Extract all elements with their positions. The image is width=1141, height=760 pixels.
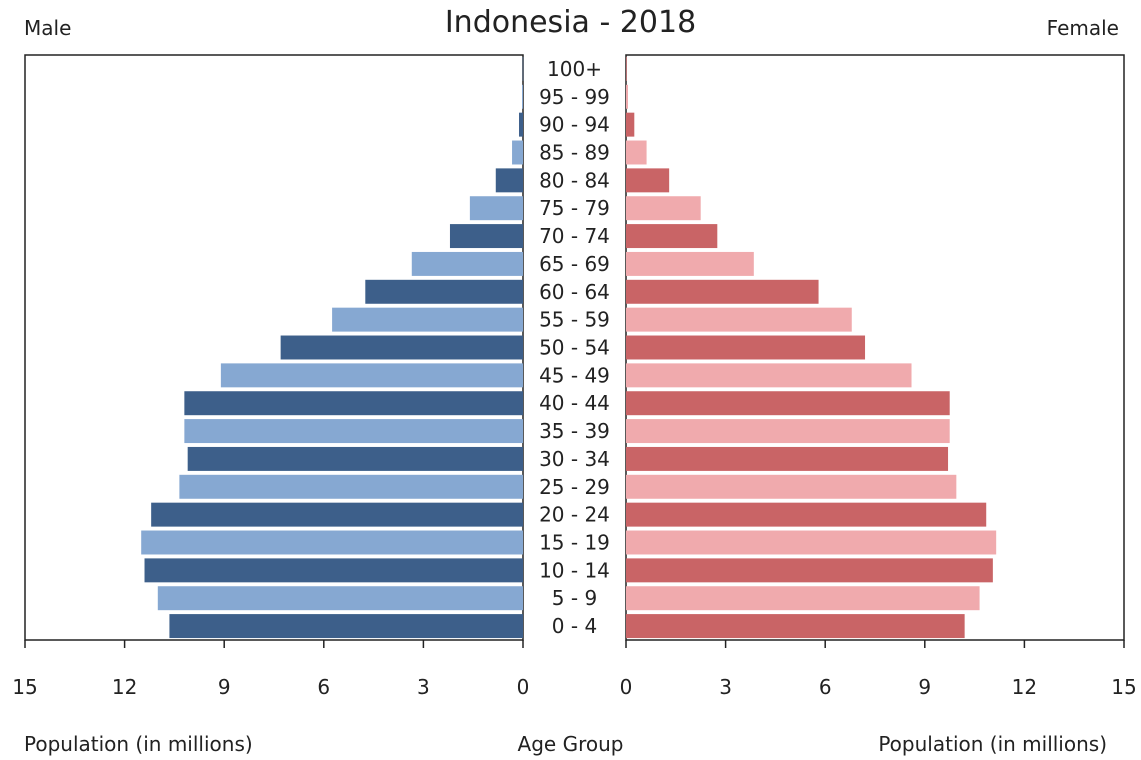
- male-bar: [522, 84, 523, 109]
- male-bar: [411, 251, 523, 276]
- female-bar: [626, 474, 957, 499]
- male-bar: [519, 112, 523, 137]
- female-bars: [626, 56, 997, 639]
- male-bar: [522, 56, 524, 81]
- age-group-label: 80 - 84: [539, 168, 610, 192]
- female-bar: [626, 614, 965, 639]
- female-bar: [626, 251, 754, 276]
- x-tick-label: 0: [620, 675, 633, 699]
- female-bar: [626, 279, 819, 304]
- male-bar: [141, 530, 523, 555]
- female-bar: [626, 56, 627, 81]
- male-side-label: Male: [24, 16, 72, 40]
- x-tick-label: 9: [918, 675, 931, 699]
- male-bar: [449, 224, 523, 249]
- male-bar: [495, 168, 523, 193]
- female-side-label: Female: [1046, 16, 1119, 40]
- male-bar: [220, 363, 523, 388]
- male-bar: [157, 586, 524, 611]
- female-bar: [626, 168, 670, 193]
- x-tick-label: 15: [12, 675, 37, 699]
- male-bar: [280, 335, 523, 360]
- x-tick-label: 6: [317, 675, 330, 699]
- x-tick-label: 0: [517, 675, 530, 699]
- male-bar: [151, 502, 523, 527]
- age-group-label: 85 - 89: [539, 141, 610, 165]
- male-bar: [169, 614, 524, 639]
- male-x-axis-label: Population (in millions): [24, 732, 253, 756]
- female-x-axis-label: Population (in millions): [878, 732, 1107, 756]
- male-bar: [365, 279, 523, 304]
- female-bar: [626, 363, 912, 388]
- female-bar: [626, 140, 647, 165]
- female-x-axis: 0 3 6 9 12 15: [620, 640, 1137, 699]
- age-group-label: 70 - 74: [539, 224, 610, 248]
- x-tick-label: 6: [819, 675, 832, 699]
- age-group-label: 90 - 94: [539, 113, 610, 137]
- age-group-label: 100+: [547, 57, 602, 81]
- x-tick-label: 15: [1111, 675, 1136, 699]
- female-bar: [626, 335, 866, 360]
- age-group-label: 95 - 99: [539, 85, 610, 109]
- female-bar: [626, 307, 852, 332]
- age-group-label: 50 - 54: [539, 336, 610, 360]
- male-bar: [184, 419, 524, 444]
- female-bar: [626, 446, 949, 471]
- age-group-label: 75 - 79: [539, 196, 610, 220]
- male-bar: [187, 446, 523, 471]
- age-group-label: 60 - 64: [539, 280, 610, 304]
- age-group-labels: 100+ 95 - 99 90 - 94 85 - 89 80 - 84 75 - 79 7…: [539, 57, 610, 638]
- age-group-label: 5 - 9: [552, 586, 597, 610]
- female-bar: [626, 419, 950, 444]
- male-bar: [332, 307, 523, 332]
- age-group-label: 65 - 69: [539, 252, 610, 276]
- age-group-axis-label: Age Group: [517, 732, 624, 756]
- male-x-axis: 15 12 9 6 3 0: [12, 640, 529, 699]
- age-group-label: 55 - 59: [539, 308, 610, 332]
- age-group-label: 45 - 49: [539, 363, 610, 387]
- age-group-label: 40 - 44: [539, 391, 610, 415]
- male-bars: [141, 56, 524, 639]
- age-group-label: 10 - 14: [539, 558, 610, 582]
- x-tick-label: 12: [1012, 675, 1037, 699]
- male-bar: [469, 196, 523, 221]
- x-tick-label: 3: [719, 675, 732, 699]
- female-bar: [626, 530, 997, 555]
- x-tick-label: 9: [218, 675, 231, 699]
- age-group-label: 15 - 19: [539, 531, 610, 555]
- female-bar: [626, 391, 950, 416]
- female-bar: [626, 112, 635, 137]
- male-bar: [512, 140, 523, 165]
- age-group-label: 20 - 24: [539, 503, 610, 527]
- age-group-label: 30 - 34: [539, 447, 610, 471]
- female-bar: [626, 84, 628, 109]
- female-bar: [626, 196, 701, 221]
- female-bar: [626, 224, 718, 249]
- age-group-label: 35 - 39: [539, 419, 610, 443]
- x-tick-label: 3: [417, 675, 430, 699]
- female-bar: [626, 558, 993, 583]
- female-bar: [626, 586, 980, 611]
- chart-title: Indonesia - 2018: [444, 5, 697, 40]
- male-bar: [184, 391, 524, 416]
- male-bar: [179, 474, 523, 499]
- x-tick-label: 12: [112, 675, 137, 699]
- age-group-label: 25 - 29: [539, 475, 610, 499]
- male-bar: [144, 558, 523, 583]
- age-group-label: 0 - 4: [552, 614, 597, 638]
- female-bar: [626, 502, 987, 527]
